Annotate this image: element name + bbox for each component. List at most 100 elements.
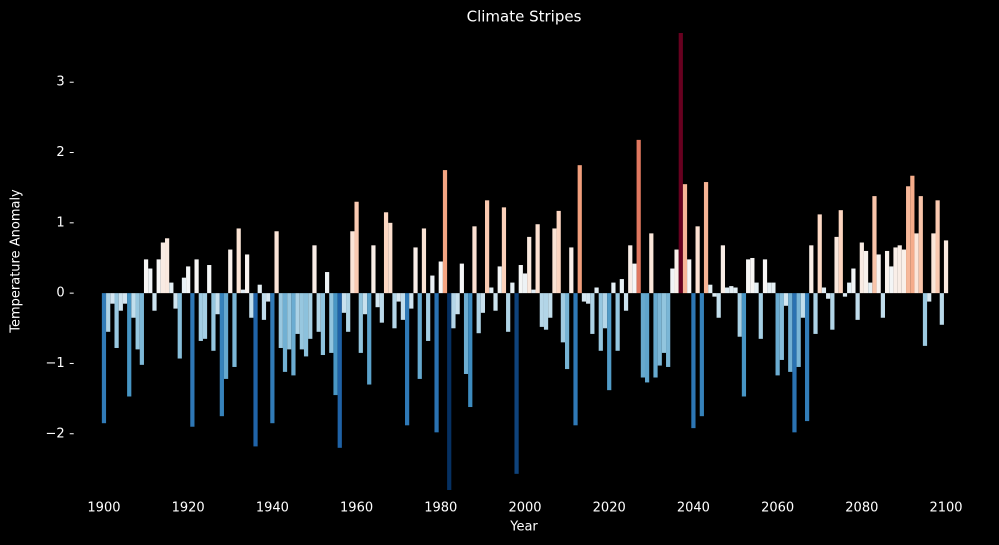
bar (834, 236, 839, 294)
x-tick-label: 1980 (424, 501, 457, 516)
bar (442, 170, 448, 294)
bar (737, 293, 742, 337)
x-tick-label: 1900 (87, 501, 120, 516)
bar (826, 293, 831, 299)
bar (476, 293, 481, 334)
bar (165, 238, 170, 294)
bar (223, 293, 229, 379)
bar (703, 182, 709, 294)
bar (577, 165, 582, 294)
bar (396, 293, 401, 302)
bar (316, 293, 321, 332)
bar (847, 282, 852, 294)
bar (876, 254, 881, 294)
bar (392, 293, 397, 329)
bar (455, 293, 460, 315)
bar (880, 293, 885, 318)
bar (762, 259, 768, 294)
bar (632, 263, 637, 294)
bar (628, 245, 633, 294)
bar (485, 200, 490, 294)
bar (312, 245, 317, 294)
bar (447, 293, 452, 490)
x-tick-label: 1920 (172, 501, 205, 516)
x-tick-label: 2080 (845, 501, 878, 516)
bar (893, 247, 898, 294)
bar (211, 293, 216, 351)
y-tick-label: 2 (56, 145, 64, 160)
bar (308, 293, 313, 339)
bar (253, 293, 258, 447)
bar (337, 293, 342, 448)
bar (169, 282, 174, 294)
bar (931, 233, 936, 294)
bar (548, 293, 553, 318)
bar (767, 282, 772, 294)
bar (842, 293, 848, 297)
bar (607, 293, 612, 391)
bar (426, 293, 431, 341)
bar (489, 287, 494, 294)
bar (687, 259, 692, 294)
bar (720, 245, 725, 294)
bar (329, 293, 334, 353)
bar (139, 293, 144, 365)
bar (101, 293, 107, 424)
bar (299, 293, 304, 350)
bar (771, 282, 776, 294)
bar (333, 293, 338, 396)
bar (623, 293, 629, 311)
bar (779, 293, 784, 360)
bar (733, 287, 738, 294)
bar (678, 33, 683, 294)
bar (413, 247, 418, 294)
bar (194, 259, 199, 294)
bar (783, 293, 789, 306)
x-axis-label: Year (509, 520, 538, 535)
bar (901, 249, 907, 294)
bar (493, 293, 498, 311)
bar (148, 268, 153, 294)
bar (459, 263, 464, 294)
bar (640, 293, 645, 378)
bar (451, 293, 456, 329)
bar (935, 200, 940, 294)
bar (202, 293, 208, 339)
bar (468, 293, 473, 408)
bar (539, 293, 544, 327)
bar (914, 233, 919, 294)
bar (838, 210, 843, 294)
bar (472, 226, 477, 294)
bar (872, 196, 877, 294)
bar (531, 289, 536, 294)
bar (278, 293, 283, 348)
bar (855, 293, 860, 320)
bar (535, 224, 540, 294)
x-tick-label: 2060 (761, 501, 794, 516)
y-tick-label: 3 (56, 75, 64, 90)
bar (636, 139, 641, 294)
bar (918, 196, 923, 294)
bar (556, 210, 561, 294)
y-tick-label: 0 (56, 286, 64, 301)
bar (804, 293, 810, 422)
bar (198, 293, 203, 341)
bar (367, 293, 372, 385)
bar (480, 293, 486, 313)
bar (716, 293, 721, 318)
bar (602, 293, 608, 329)
bar (775, 293, 780, 376)
bar (325, 272, 330, 294)
bar (438, 261, 443, 294)
bar (282, 293, 288, 372)
bar (666, 293, 671, 367)
bar (383, 212, 389, 294)
bar (750, 257, 755, 294)
bar (724, 287, 730, 294)
bar (320, 293, 326, 356)
bar (350, 231, 355, 294)
bar (135, 293, 140, 350)
bar (910, 175, 915, 294)
